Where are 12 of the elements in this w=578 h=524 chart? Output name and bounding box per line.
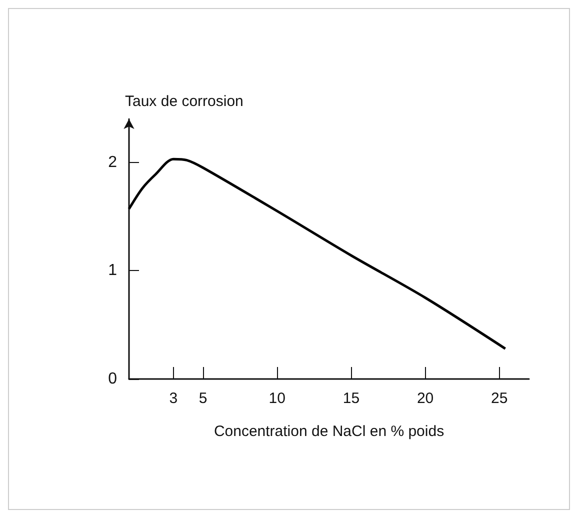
x-axis-title: Concentration de NaCl en % poids bbox=[214, 423, 444, 440]
x-tick-label: 15 bbox=[342, 390, 360, 407]
x-tick-label: 20 bbox=[416, 390, 434, 407]
y-tick-label: 2 bbox=[108, 154, 118, 171]
x-tick-label: 3 bbox=[169, 390, 178, 407]
line-series bbox=[128, 158, 507, 350]
x-tick-label: 10 bbox=[268, 390, 286, 407]
y-axis-title: Taux de corrosion bbox=[125, 93, 244, 110]
y-tick-label: 1 bbox=[108, 262, 118, 280]
x-tick-label: 5 bbox=[198, 390, 208, 407]
y-tick-label: 0 bbox=[108, 370, 118, 388]
x-tick-label: 25 bbox=[491, 390, 508, 407]
